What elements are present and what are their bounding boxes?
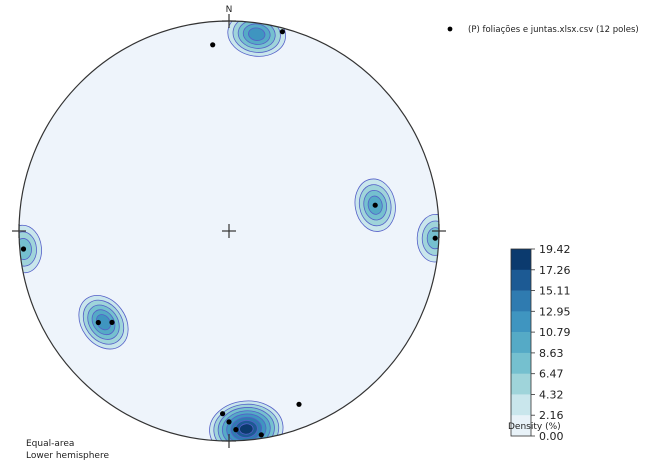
colorbar-segment-0	[511, 249, 531, 271]
pole-marker-9	[233, 427, 239, 433]
colorbar-segment-5	[511, 352, 531, 374]
colorbar-tick-label-8: 2.16	[539, 409, 564, 422]
density-contour-5-level-8	[239, 423, 254, 435]
colorbar-outline	[510, 248, 532, 437]
legend-marker	[447, 26, 453, 32]
pole-marker-11	[296, 401, 302, 407]
colorbar-segment-2	[511, 290, 531, 312]
colorbar-tick-label-3: 12.95	[539, 305, 571, 318]
colorbar-segment-6	[511, 373, 531, 395]
colorbar-segment-7	[511, 394, 531, 416]
pole-marker-8	[226, 419, 232, 425]
colorbar: 19.42 17.26 15.11 12.95 10.79 8.63 6.47 4.32 2.1…	[510, 243, 571, 443]
colorbar-segment-8	[511, 415, 531, 437]
colorbar-title: Density (%)	[508, 422, 561, 432]
legend: (P) foliações e juntas.xlsx.csv (12 pole…	[447, 25, 639, 35]
pole-marker-4	[432, 235, 438, 241]
legend-label: (P) foliações e juntas.xlsx.csv (12 pole…	[468, 25, 639, 35]
colorbar-tick-label-5: 8.63	[539, 347, 564, 360]
colorbar-tick-label-1: 17.26	[539, 264, 571, 277]
colorbar-segment-3	[511, 311, 531, 333]
projection-label-line1: Equal-area	[26, 439, 74, 449]
colorbar-segment-4	[511, 332, 531, 354]
colorbar-tick-label-9: 0.00	[539, 430, 564, 443]
pole-marker-5	[95, 319, 101, 326]
center-cross	[222, 224, 236, 238]
cardinal-ticks	[12, 14, 446, 448]
pole-markers	[20, 29, 438, 438]
pole-marker-6	[109, 319, 115, 325]
pole-marker-7	[220, 411, 226, 417]
north-label: N	[226, 5, 233, 15]
colorbar-tick-label-4: 10.79	[539, 326, 571, 339]
pole-marker-1	[210, 42, 216, 48]
pole-marker-3	[372, 202, 378, 208]
colorbar-tick-label-2: 15.11	[539, 285, 571, 298]
pole-marker-10	[258, 432, 264, 438]
density-contour-0-level-5	[248, 27, 266, 41]
projection-label-line2: Lower hemisphere	[26, 451, 109, 461]
pole-marker-0	[279, 29, 285, 35]
colorbar-tick-label-7: 4.32	[539, 388, 564, 401]
density-contour-4-level-5	[96, 314, 111, 331]
colorbar-tick-label-0: 19.42	[539, 243, 571, 256]
colorbar-segment-1	[511, 269, 531, 291]
colorbar-tick-label-6: 6.47	[539, 368, 564, 381]
pole-marker-2	[20, 246, 27, 252]
